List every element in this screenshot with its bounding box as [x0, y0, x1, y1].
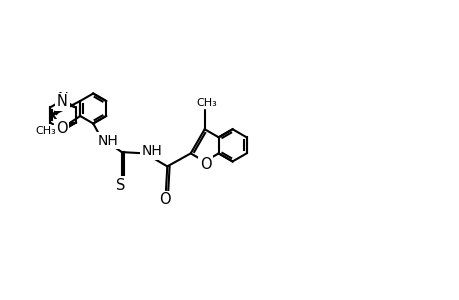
- Text: O: O: [199, 157, 211, 172]
- Text: O: O: [159, 192, 170, 207]
- Text: N: N: [57, 92, 68, 107]
- Text: S: S: [116, 178, 125, 193]
- Text: NH: NH: [141, 144, 162, 158]
- Text: N: N: [56, 94, 67, 110]
- Text: CH₃: CH₃: [196, 98, 217, 108]
- Text: O: O: [56, 121, 67, 136]
- Text: NH: NH: [97, 134, 118, 148]
- Text: CH₃: CH₃: [35, 126, 56, 136]
